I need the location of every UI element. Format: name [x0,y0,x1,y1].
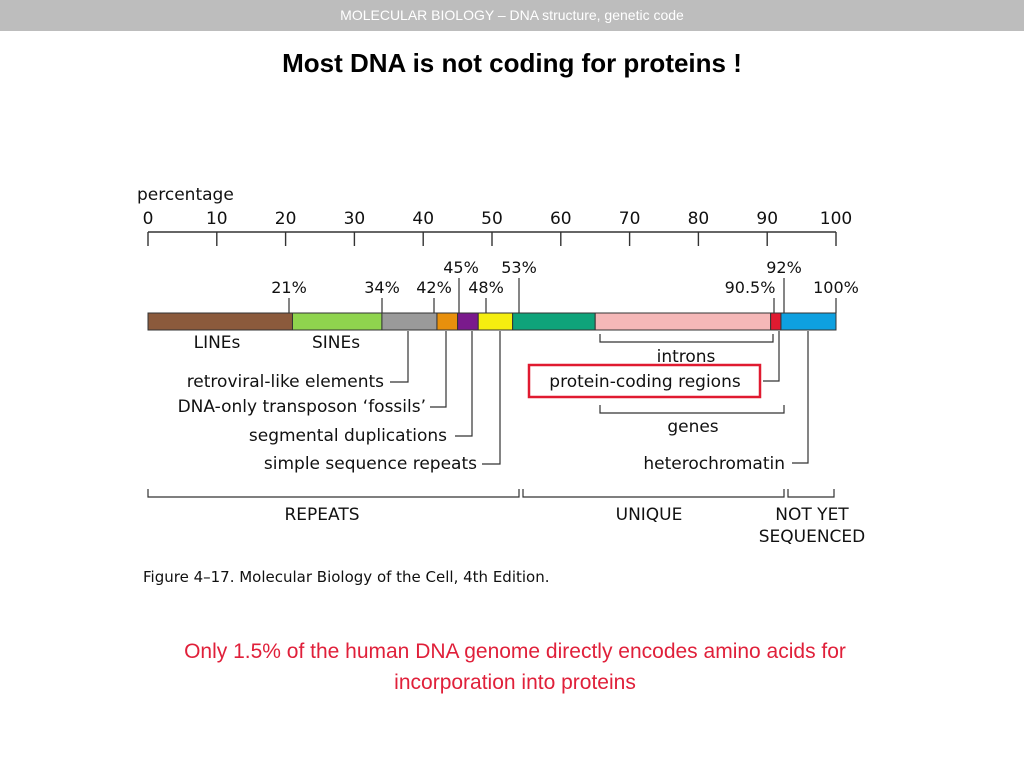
repeat-callouts [390,331,501,465]
bar-segment [291,312,383,331]
sines-label: SINEs [312,333,360,353]
scale-tick-label: 40 [412,209,434,229]
heterochromatin-callout [792,331,809,464]
scale-title: percentage [137,185,234,205]
repeats-label: REPEATS [284,505,359,525]
scale-tick-label: 50 [481,209,503,229]
breakpoint-label: 90.5% [725,278,776,297]
header-text: MOLECULAR BIOLOGY – DNA structure, genet… [340,7,684,23]
breakpoint-label: 53% [501,258,537,277]
genes-bracket [599,405,785,414]
breakpoint-lines [288,278,837,313]
breakpoint-label: 21% [271,278,307,297]
bar-segment [770,312,782,331]
segmental-label: segmental duplications [249,426,447,446]
breakpoint-label: 34% [364,278,400,297]
scale-tick-label: 90 [756,209,778,229]
header-bar: MOLECULAR BIOLOGY – DNA structure, genet… [0,0,1024,31]
protein-coding-callout [763,331,780,382]
scale-tick-label: 70 [619,209,641,229]
scale-tick-label: 60 [550,209,572,229]
summary-text: Only 1.5% of the human DNA genome direct… [100,636,930,698]
retroviral-label: retroviral-like elements [187,372,384,392]
bar-segment [381,312,438,331]
summary-line-2: incorporation into proteins [394,671,636,694]
breakpoint-label: 92% [766,258,802,277]
scale-tick-label: 20 [275,209,297,229]
bar-segment [457,312,479,331]
scale-tick-label: 80 [688,209,710,229]
scale-tick-label: 100 [820,209,852,229]
sequenced-label: SEQUENCED [759,527,866,547]
scale-tick-label: 10 [206,209,228,229]
group-brackets [147,489,835,498]
bar-segment [780,312,837,331]
slide-title: Most DNA is not coding for proteins ! [282,48,742,78]
bar-segment [436,312,459,331]
scale-tick-label: 30 [344,209,366,229]
genes-label: genes [667,417,718,437]
protein-coding-highlight [527,363,762,399]
bar-segment [512,312,596,331]
heterochromatin-label: heterochromatin [643,454,785,474]
lines-label: LINEs [194,333,241,353]
composition-bar [147,312,837,331]
protein-coding-label: protein-coding regions [549,372,741,392]
breakpoint-label: 48% [468,278,504,297]
unique-label: UNIQUE [616,505,683,525]
breakpoint-label: 100% [813,278,859,297]
scale-tick-label: 0 [143,209,154,229]
introns-bracket [599,334,774,343]
dna-only-label: DNA-only transposon ‘fossils’ [178,397,426,417]
bar-segment [147,312,293,331]
bar-segment [594,312,772,331]
not-yet-label: NOT YET [775,505,849,525]
bar-segment [477,312,514,331]
breakpoint-label: 42% [416,278,452,297]
figure-caption: Figure 4–17. Molecular Biology of the Ce… [143,568,550,586]
summary-line-1: Only 1.5% of the human DNA genome direct… [184,640,846,663]
simple-label: simple sequence repeats [264,454,477,474]
breakpoint-labels: 45% 53% 92% 21% 34% 42% 48% 90.5% 100% [271,258,859,297]
introns-label: introns [657,347,716,367]
scale-ticks: 0 10 20 30 40 50 60 70 80 90 100 [143,209,852,246]
breakpoint-label: 45% [443,258,479,277]
